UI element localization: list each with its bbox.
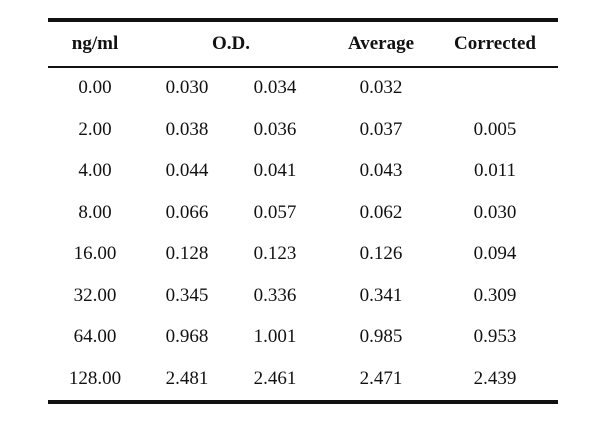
cell-od-1: 0.038 <box>165 118 209 140</box>
cell-od-1: 2.481 <box>165 367 209 389</box>
cell-od-1: 0.030 <box>165 77 209 99</box>
cell-average: 0.062 <box>359 201 403 223</box>
cell-od-1: 0.066 <box>165 201 209 223</box>
cell-average: 0.126 <box>359 243 403 265</box>
cell-concentration: 32.00 <box>73 284 117 306</box>
cell-concentration: 128.00 <box>68 367 122 389</box>
cell-concentration: 64.00 <box>73 326 117 348</box>
cell-od-1: 0.345 <box>165 284 209 306</box>
cell-od-2: 0.041 <box>253 160 297 182</box>
table-row: 64.00 0.968 1.001 0.985 0.953 <box>48 317 558 359</box>
cell-concentration: 4.00 <box>78 160 112 182</box>
header-concentration: ng/ml <box>71 33 119 54</box>
cell-concentration: 8.00 <box>78 201 112 223</box>
cell-corrected: 0.094 <box>473 243 517 265</box>
table-header-rule <box>48 66 558 68</box>
table-bottom-rule <box>48 399 558 404</box>
data-table: ng/ml O.D. Average Corrected 0.00 0.030 … <box>48 18 558 404</box>
cell-od-2: 0.036 <box>253 118 297 140</box>
cell-average: 0.037 <box>359 118 403 140</box>
header-corrected: Corrected <box>454 33 536 54</box>
table-body: 0.00 0.030 0.034 0.032 2.00 0.038 0.036 … <box>48 68 558 400</box>
table-row: 32.00 0.345 0.336 0.341 0.309 <box>48 275 558 317</box>
cell-average: 0.341 <box>359 284 403 306</box>
cell-od-1: 0.044 <box>165 160 209 182</box>
table-row: 16.00 0.128 0.123 0.126 0.094 <box>48 234 558 276</box>
cell-average: 0.043 <box>359 160 403 182</box>
cell-od-2: 0.057 <box>253 201 297 223</box>
cell-concentration: 16.00 <box>73 243 117 265</box>
cell-average: 0.985 <box>359 326 403 348</box>
cell-od-2: 2.461 <box>253 367 297 389</box>
table-top-rule <box>48 18 558 22</box>
cell-od-2: 0.336 <box>253 284 297 306</box>
cell-corrected: 0.309 <box>473 284 517 306</box>
cell-average: 2.471 <box>359 367 403 389</box>
cell-od-1: 0.128 <box>165 243 209 265</box>
table-row: 4.00 0.044 0.041 0.043 0.011 <box>48 151 558 193</box>
header-optical-density: O.D. <box>212 33 250 54</box>
table-row: 0.00 0.030 0.034 0.032 <box>48 68 558 110</box>
cell-corrected: 0.953 <box>473 326 517 348</box>
header-average: Average <box>347 33 415 54</box>
table-row: 8.00 0.066 0.057 0.062 0.030 <box>48 192 558 234</box>
cell-concentration: 2.00 <box>78 118 112 140</box>
table-row: 128.00 2.481 2.461 2.471 2.439 <box>48 358 558 400</box>
cell-od-1: 0.968 <box>165 326 209 348</box>
cell-corrected <box>438 68 552 110</box>
cell-corrected: 0.030 <box>473 201 517 223</box>
cell-corrected: 0.005 <box>473 118 517 140</box>
cell-average: 0.032 <box>359 77 403 99</box>
cell-corrected: 2.439 <box>473 367 517 389</box>
cell-od-2: 0.123 <box>253 243 297 265</box>
cell-od-2: 0.034 <box>253 77 297 99</box>
cell-corrected: 0.011 <box>473 160 517 182</box>
cell-concentration: 0.00 <box>78 77 112 99</box>
table-header-row: ng/ml O.D. Average Corrected <box>48 22 558 66</box>
table-row: 2.00 0.038 0.036 0.037 0.005 <box>48 109 558 151</box>
cell-od-2: 1.001 <box>253 326 297 348</box>
